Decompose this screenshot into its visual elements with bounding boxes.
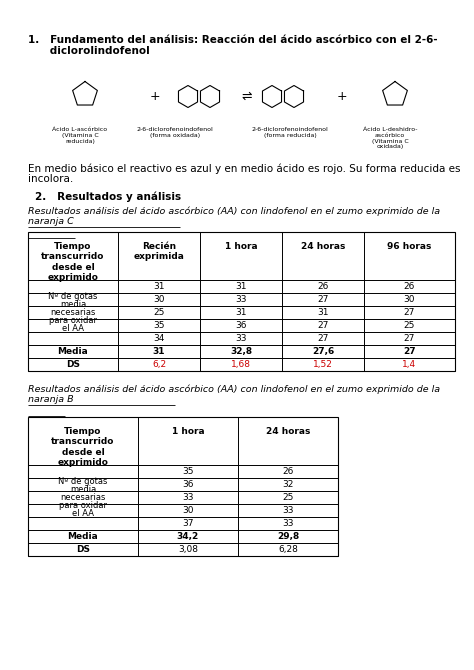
Text: DS: DS bbox=[76, 545, 90, 554]
Text: 36: 36 bbox=[235, 321, 247, 330]
Text: naranja B: naranja B bbox=[28, 395, 73, 404]
Text: +: + bbox=[337, 90, 347, 103]
Text: para oxidar: para oxidar bbox=[59, 501, 107, 510]
Text: 33: 33 bbox=[282, 519, 294, 528]
Text: el AA: el AA bbox=[72, 509, 94, 518]
Text: 25: 25 bbox=[404, 321, 415, 330]
Text: 31: 31 bbox=[235, 308, 247, 317]
Text: Tiempo
transcurrido
desde el
exprimido: Tiempo transcurrido desde el exprimido bbox=[51, 427, 115, 467]
Text: 26: 26 bbox=[404, 282, 415, 291]
Text: 32,8: 32,8 bbox=[230, 347, 252, 356]
Text: 27: 27 bbox=[403, 347, 416, 356]
Text: 30: 30 bbox=[182, 506, 194, 515]
Bar bbox=[28, 232, 455, 371]
Text: 27: 27 bbox=[317, 295, 328, 304]
Bar bbox=[28, 417, 338, 556]
Text: 31: 31 bbox=[317, 308, 329, 317]
Text: 31: 31 bbox=[235, 282, 247, 291]
Text: 33: 33 bbox=[182, 493, 194, 502]
Text: 1 hora: 1 hora bbox=[172, 427, 204, 436]
Text: media: media bbox=[60, 300, 86, 309]
Text: 1,4: 1,4 bbox=[402, 360, 417, 369]
Text: En medio básico el reactivo es azul y en medio ácido es rojo. Su forma reducida : En medio básico el reactivo es azul y en… bbox=[28, 163, 461, 174]
Text: 33: 33 bbox=[282, 506, 294, 515]
Text: 30: 30 bbox=[404, 295, 415, 304]
Text: incolora.: incolora. bbox=[28, 174, 73, 184]
Text: 25: 25 bbox=[283, 493, 294, 502]
Text: media: media bbox=[70, 485, 96, 494]
Text: 27: 27 bbox=[404, 308, 415, 317]
Text: 1.   Fundamento del análisis: Reacción del ácido ascórbico con el 2-6-: 1. Fundamento del análisis: Reacción del… bbox=[28, 35, 438, 45]
Text: 34: 34 bbox=[153, 334, 164, 343]
Text: 31: 31 bbox=[153, 282, 165, 291]
Text: 96 horas: 96 horas bbox=[387, 242, 432, 251]
Text: el AA: el AA bbox=[62, 324, 84, 333]
Text: 27,6: 27,6 bbox=[312, 347, 334, 356]
Text: Recién
exprimida: Recién exprimida bbox=[134, 242, 184, 261]
Text: 24 horas: 24 horas bbox=[266, 427, 310, 436]
Text: 26: 26 bbox=[283, 467, 294, 476]
Text: 2-6-diclorofenoindofenol
(forma oxidada): 2-6-diclorofenoindofenol (forma oxidada) bbox=[137, 127, 213, 138]
Text: Ácido L-ascórbico
(Vitamina C
reducida): Ácido L-ascórbico (Vitamina C reducida) bbox=[53, 127, 108, 143]
Text: necesarias: necesarias bbox=[60, 493, 106, 502]
Text: 26: 26 bbox=[317, 282, 328, 291]
Text: 24 horas: 24 horas bbox=[301, 242, 345, 251]
Text: Media: Media bbox=[68, 532, 99, 541]
Text: ⇌: ⇌ bbox=[242, 90, 252, 103]
Text: necesarias: necesarias bbox=[50, 308, 96, 317]
Text: 27: 27 bbox=[404, 334, 415, 343]
Text: 27: 27 bbox=[317, 334, 328, 343]
Text: 2.   Resultados y análisis: 2. Resultados y análisis bbox=[35, 192, 181, 202]
Text: 34,2: 34,2 bbox=[177, 532, 199, 541]
Text: 6,28: 6,28 bbox=[278, 545, 298, 554]
Text: 33: 33 bbox=[235, 334, 247, 343]
Text: para oxidar: para oxidar bbox=[49, 316, 97, 325]
Text: +: + bbox=[150, 90, 160, 103]
Text: Resultados análisis del ácido ascórbico (AA) con lindofenol en el zumo exprimido: Resultados análisis del ácido ascórbico … bbox=[28, 207, 440, 216]
Text: 1,52: 1,52 bbox=[313, 360, 333, 369]
Text: 32: 32 bbox=[283, 480, 294, 489]
Text: 1 hora: 1 hora bbox=[225, 242, 257, 251]
Text: 35: 35 bbox=[153, 321, 165, 330]
Text: 29,8: 29,8 bbox=[277, 532, 299, 541]
Text: 1,68: 1,68 bbox=[231, 360, 251, 369]
Text: 35: 35 bbox=[182, 467, 194, 476]
Text: 33: 33 bbox=[235, 295, 247, 304]
Text: 27: 27 bbox=[317, 321, 328, 330]
Text: Ácido L-deshidro-
ascórbico
(Vitamina C
oxidada): Ácido L-deshidro- ascórbico (Vitamina C … bbox=[363, 127, 417, 149]
Text: naranja C: naranja C bbox=[28, 217, 74, 226]
Text: Nº de gotas: Nº de gotas bbox=[58, 477, 108, 486]
Text: 2-6-diclorofenoindofenol
(forma reducida): 2-6-diclorofenoindofenol (forma reducida… bbox=[252, 127, 328, 138]
Text: 36: 36 bbox=[182, 480, 194, 489]
Text: 37: 37 bbox=[182, 519, 194, 528]
Text: 30: 30 bbox=[153, 295, 165, 304]
Text: 6,2: 6,2 bbox=[152, 360, 166, 369]
Text: Media: Media bbox=[58, 347, 88, 356]
Text: Nº de gotas: Nº de gotas bbox=[48, 292, 98, 301]
Text: Resultados análisis del ácido ascórbico (AA) con lindofenol en el zumo exprimido: Resultados análisis del ácido ascórbico … bbox=[28, 385, 440, 395]
Text: 25: 25 bbox=[153, 308, 164, 317]
Text: diclorolindofenol: diclorolindofenol bbox=[28, 46, 150, 56]
Text: 3,08: 3,08 bbox=[178, 545, 198, 554]
Text: 31: 31 bbox=[153, 347, 165, 356]
Text: Tiempo
transcurrido
desde el
exprimido: Tiempo transcurrido desde el exprimido bbox=[41, 242, 105, 282]
Text: DS: DS bbox=[66, 360, 80, 369]
